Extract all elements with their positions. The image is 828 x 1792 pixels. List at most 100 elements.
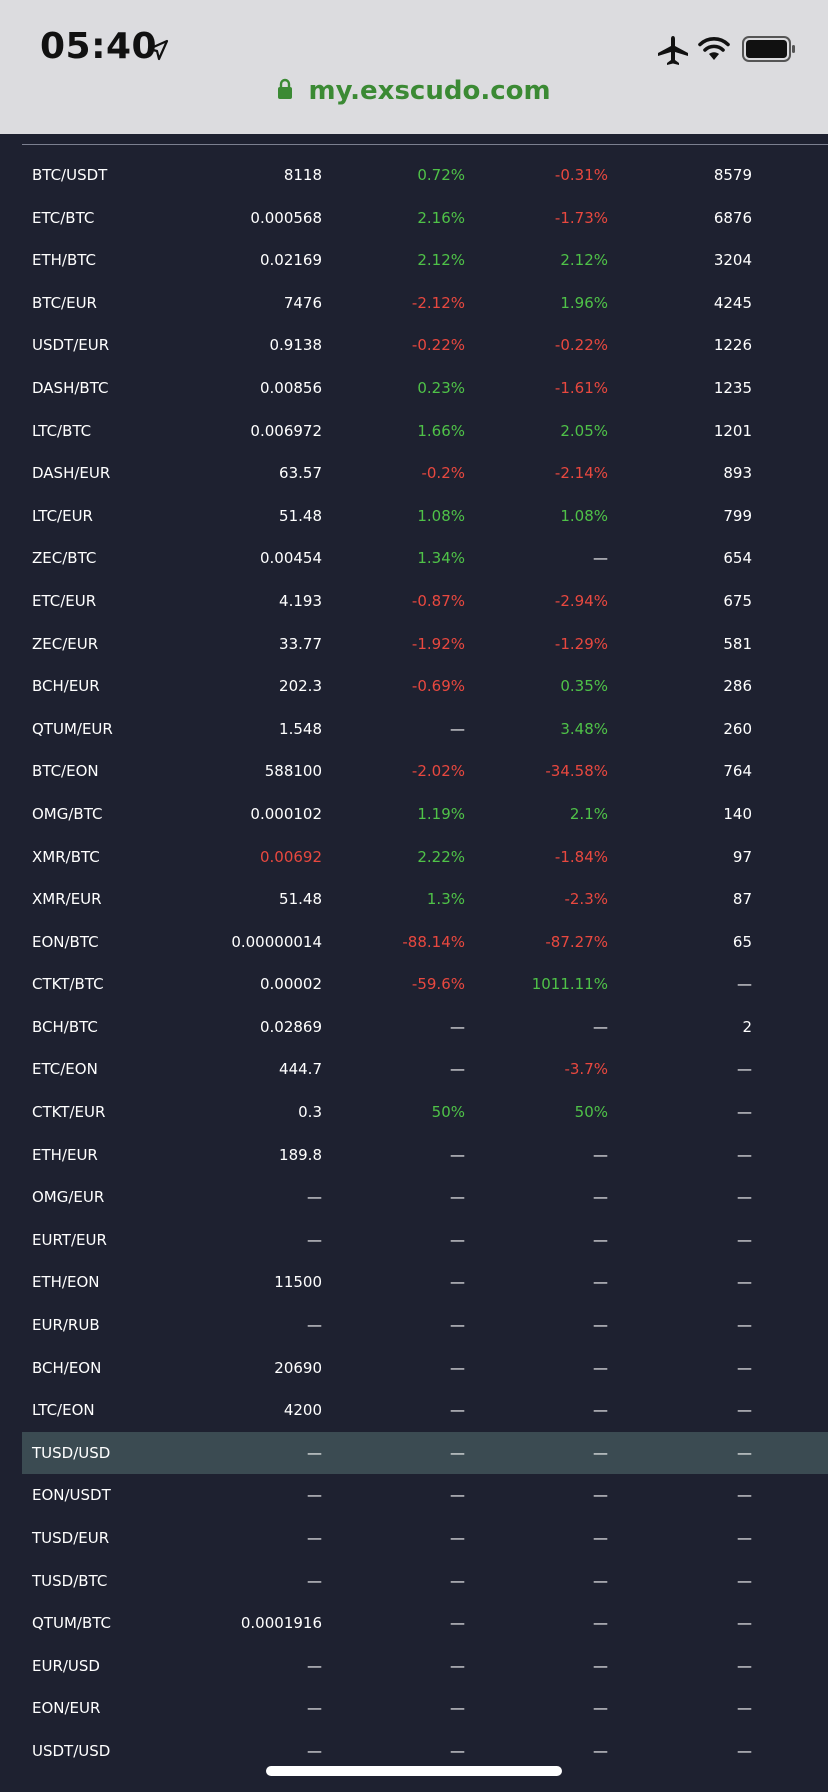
table-row[interactable]: EON/USDT — — — — bbox=[22, 1474, 828, 1517]
url-text[interactable]: my.exscudo.com bbox=[308, 76, 551, 106]
table-row[interactable]: ETC/EON 444.7 — -3.7% — bbox=[22, 1048, 828, 1091]
table-row[interactable]: USDT/EUR 0.9138 -0.22% -0.22% 1226 bbox=[22, 324, 828, 367]
change-24h-cell: — bbox=[450, 1656, 465, 1675]
change-24h-cell: — bbox=[450, 1017, 465, 1036]
price-cell: 0.00856 bbox=[259, 378, 322, 397]
price-cell: 0.3 bbox=[298, 1103, 322, 1122]
change-24h-cell: -0.87% bbox=[411, 591, 465, 610]
volume-cell: — bbox=[737, 1699, 752, 1718]
change-7d-cell: 1.96% bbox=[560, 293, 608, 312]
table-row[interactable]: OMG/BTC 0.000102 1.19% 2.1% 140 bbox=[22, 793, 828, 836]
change-7d-cell: — bbox=[593, 1316, 608, 1335]
volume-cell: — bbox=[737, 1741, 752, 1760]
change-24h-cell: — bbox=[450, 1230, 465, 1249]
table-row[interactable]: XMR/EUR 51.48 1.3% -2.3% 87 bbox=[22, 878, 828, 921]
volume-cell: 581 bbox=[723, 634, 752, 653]
price-cell: 1.548 bbox=[279, 719, 322, 738]
change-7d-cell: -2.3% bbox=[564, 890, 608, 909]
home-indicator[interactable] bbox=[266, 1766, 562, 1776]
change-7d-cell: — bbox=[593, 1486, 608, 1505]
table-row[interactable]: EON/EUR — — — — bbox=[22, 1687, 828, 1730]
table-row[interactable]: LTC/EON 4200 — — — bbox=[22, 1389, 828, 1432]
change-24h-cell: 1.66% bbox=[417, 421, 465, 440]
table-row[interactable]: XMR/BTC 0.00692 2.22% -1.84% 97 bbox=[22, 836, 828, 879]
table-row[interactable]: BCH/EUR 202.3 -0.69% 0.35% 286 bbox=[22, 665, 828, 708]
table-row[interactable]: OMG/EUR — — — — bbox=[22, 1176, 828, 1219]
table-row[interactable]: QTUM/BTC 0.0001916 — — — bbox=[22, 1602, 828, 1645]
table-row[interactable]: DASH/EUR 63.57 -0.2% -2.14% 893 bbox=[22, 452, 828, 495]
pair-cell: ETC/EON bbox=[32, 1060, 98, 1079]
price-cell: 588100 bbox=[264, 762, 322, 781]
change-7d-cell: — bbox=[593, 1188, 608, 1207]
volume-cell: 3204 bbox=[713, 251, 752, 270]
volume-cell: — bbox=[737, 1614, 752, 1633]
table-row[interactable]: BCH/BTC 0.02869 — — 2 bbox=[22, 1006, 828, 1049]
table-row[interactable]: BTC/EON 588100 -2.02% -34.58% 764 bbox=[22, 750, 828, 793]
table-row[interactable]: QTUM/EUR 1.548 — 3.48% 260 bbox=[22, 708, 828, 751]
change-24h-cell: -0.2% bbox=[421, 464, 465, 483]
change-24h-cell: -2.12% bbox=[411, 293, 465, 312]
table-row[interactable]: LTC/EUR 51.48 1.08% 1.08% 799 bbox=[22, 495, 828, 538]
table-row[interactable]: LTC/BTC 0.006972 1.66% 2.05% 1201 bbox=[22, 410, 828, 453]
pair-cell: QTUM/EUR bbox=[32, 719, 113, 738]
change-24h-cell: 1.19% bbox=[417, 804, 465, 823]
pair-cell: BTC/USDT bbox=[32, 166, 108, 184]
price-cell: 0.00454 bbox=[259, 549, 322, 568]
change-7d-cell: — bbox=[593, 1273, 608, 1292]
volume-cell: — bbox=[737, 1486, 752, 1505]
pair-cell: TUSD/BTC bbox=[32, 1571, 108, 1590]
volume-cell: 97 bbox=[732, 847, 752, 866]
table-row[interactable]: ETC/BTC 0.000568 2.16% -1.73% 6876 bbox=[22, 197, 828, 240]
price-cell: 0.9138 bbox=[269, 336, 323, 355]
price-cell: 0.00692 bbox=[259, 847, 322, 866]
price-cell: 7476 bbox=[283, 293, 322, 312]
volume-cell: 1201 bbox=[713, 421, 752, 440]
change-7d-cell: — bbox=[593, 1017, 608, 1036]
volume-cell: — bbox=[737, 1188, 752, 1207]
price-cell: — bbox=[307, 1741, 322, 1760]
table-row[interactable]: ZEC/EUR 33.77 -1.92% -1.29% 581 bbox=[22, 623, 828, 666]
price-cell: 0.00002 bbox=[259, 975, 322, 994]
table-row[interactable]: ETC/EUR 4.193 -0.87% -2.94% 675 bbox=[22, 580, 828, 623]
volume-cell: — bbox=[737, 1060, 752, 1079]
table-row[interactable]: CTKT/EUR 0.3 50% 50% — bbox=[22, 1091, 828, 1134]
volume-cell: — bbox=[737, 1273, 752, 1292]
price-cell: — bbox=[307, 1443, 322, 1462]
change-7d-cell: — bbox=[593, 1741, 608, 1760]
volume-cell: — bbox=[737, 1529, 752, 1547]
table-row[interactable]: TUSD/BTC — — — — bbox=[22, 1560, 828, 1603]
table-row[interactable]: EURT/EUR — — — — bbox=[22, 1219, 828, 1262]
table-row[interactable]: ETH/EON 11500 — — — bbox=[22, 1261, 828, 1304]
table-row[interactable]: TUSD/EUR — — — — bbox=[22, 1517, 828, 1560]
address-bar[interactable]: my.exscudo.com bbox=[0, 76, 828, 116]
table-row[interactable]: ETH/EUR 189.8 — — — bbox=[22, 1134, 828, 1177]
change-24h-cell: — bbox=[450, 1699, 465, 1718]
table-row[interactable]: EUR/RUB — — — — bbox=[22, 1304, 828, 1347]
price-cell: 4.193 bbox=[279, 591, 322, 610]
table-row[interactable]: EON/BTC 0.00000014 -88.14% -87.27% 65 bbox=[22, 921, 828, 964]
clock-time: 05:40 bbox=[40, 26, 158, 67]
table-row[interactable]: BTC/EUR 7476 -2.12% 1.96% 4245 bbox=[22, 282, 828, 325]
price-cell: 0.00000014 bbox=[231, 932, 322, 951]
change-7d-cell: -1.84% bbox=[554, 847, 608, 866]
pair-cell: ETC/EUR bbox=[32, 591, 97, 610]
table-row[interactable]: BTC/USDT 8118 0.72% -0.31% 8579 bbox=[22, 154, 828, 197]
table-row[interactable]: BCH/EON 20690 — — — bbox=[22, 1347, 828, 1390]
change-7d-cell: — bbox=[593, 1529, 608, 1547]
volume-cell: 1235 bbox=[713, 378, 752, 397]
table-row[interactable]: CTKT/BTC 0.00002 -59.6% 1011.11% — bbox=[22, 963, 828, 1006]
table-row[interactable]: ETH/BTC 0.02169 2.12% 2.12% 3204 bbox=[22, 239, 828, 282]
table-row[interactable]: ZEC/BTC 0.00454 1.34% — 654 bbox=[22, 537, 828, 580]
change-24h-cell: 1.08% bbox=[417, 506, 465, 525]
table-row[interactable]: EUR/USD — — — — bbox=[22, 1645, 828, 1688]
change-7d-cell: 50% bbox=[574, 1103, 608, 1122]
table-row[interactable]: DASH/BTC 0.00856 0.23% -1.61% 1235 bbox=[22, 367, 828, 410]
table-row[interactable]: USDT/USD — — — — bbox=[22, 1730, 828, 1773]
pair-cell: TUSD/USD bbox=[32, 1443, 111, 1462]
price-cell: 189.8 bbox=[279, 1145, 322, 1164]
price-cell: — bbox=[307, 1188, 322, 1207]
table-row[interactable]: TUSD/USD — — — — bbox=[22, 1431, 828, 1475]
price-cell: 0.02169 bbox=[259, 251, 322, 270]
change-7d-cell: -1.29% bbox=[554, 634, 608, 653]
pair-cell: EON/BTC bbox=[32, 932, 99, 951]
